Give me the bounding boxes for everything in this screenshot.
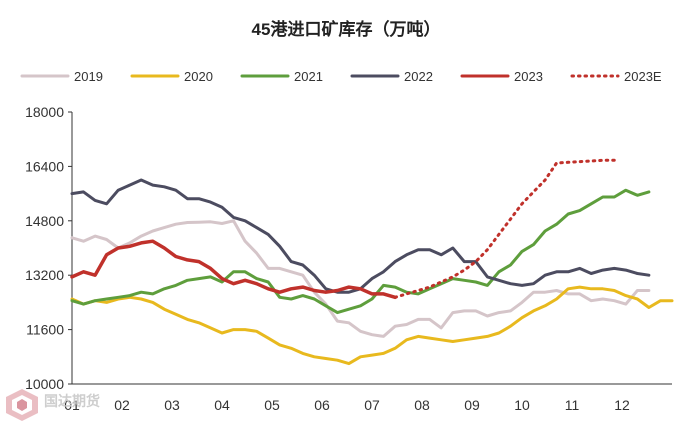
series-line-2023	[70, 239, 397, 300]
x-tick-label: 01	[64, 397, 80, 413]
chart-title: 45港进口矿库存（万吨）	[252, 19, 441, 39]
series-layer	[70, 158, 674, 366]
legend-label-2023E: 2023E	[624, 69, 662, 84]
legend-label-2019: 2019	[74, 69, 103, 84]
series-line-2023E	[393, 158, 616, 299]
y-tick-label: 14800	[25, 213, 64, 229]
y-tick-label: 18000	[25, 104, 64, 120]
x-tick-label: 08	[414, 397, 430, 413]
series-line-2020	[70, 285, 674, 366]
watermark: 国达期货	[6, 389, 100, 421]
series-line-2019	[70, 219, 651, 338]
series-line-2021	[70, 188, 651, 315]
brand-logo-icon	[6, 389, 38, 421]
x-tick-label: 11	[565, 397, 580, 413]
y-tick-label: 10000	[25, 376, 64, 392]
x-tick-label: 10	[514, 397, 530, 413]
watermark-text: 国达期货	[44, 393, 100, 409]
x-tick-label: 04	[214, 397, 230, 413]
y-tick-label: 16400	[25, 158, 64, 174]
x-tick-label: 05	[264, 397, 280, 413]
series-line-2022	[70, 178, 651, 294]
x-tick-label: 06	[314, 397, 330, 413]
legend-label-2022: 2022	[404, 69, 433, 84]
x-tick-label: 02	[114, 397, 130, 413]
y-tick-label: 13200	[25, 267, 64, 283]
legend-label-2020: 2020	[184, 69, 213, 84]
x-tick-label: 03	[164, 397, 180, 413]
x-tick-label: 07	[364, 397, 380, 413]
axes: 10000 11600 13200 14800 16400 18000 01 02 03 04 05…	[25, 104, 672, 413]
x-tick-label: 09	[464, 397, 480, 413]
legend: 2019 2020 2021 2022 2023 2023E	[20, 69, 662, 84]
x-tick-label: 12	[614, 397, 630, 413]
legend-label-2021: 2021	[294, 69, 323, 84]
legend-label-2023: 2023	[514, 69, 543, 84]
y-tick-label: 11600	[26, 322, 64, 338]
